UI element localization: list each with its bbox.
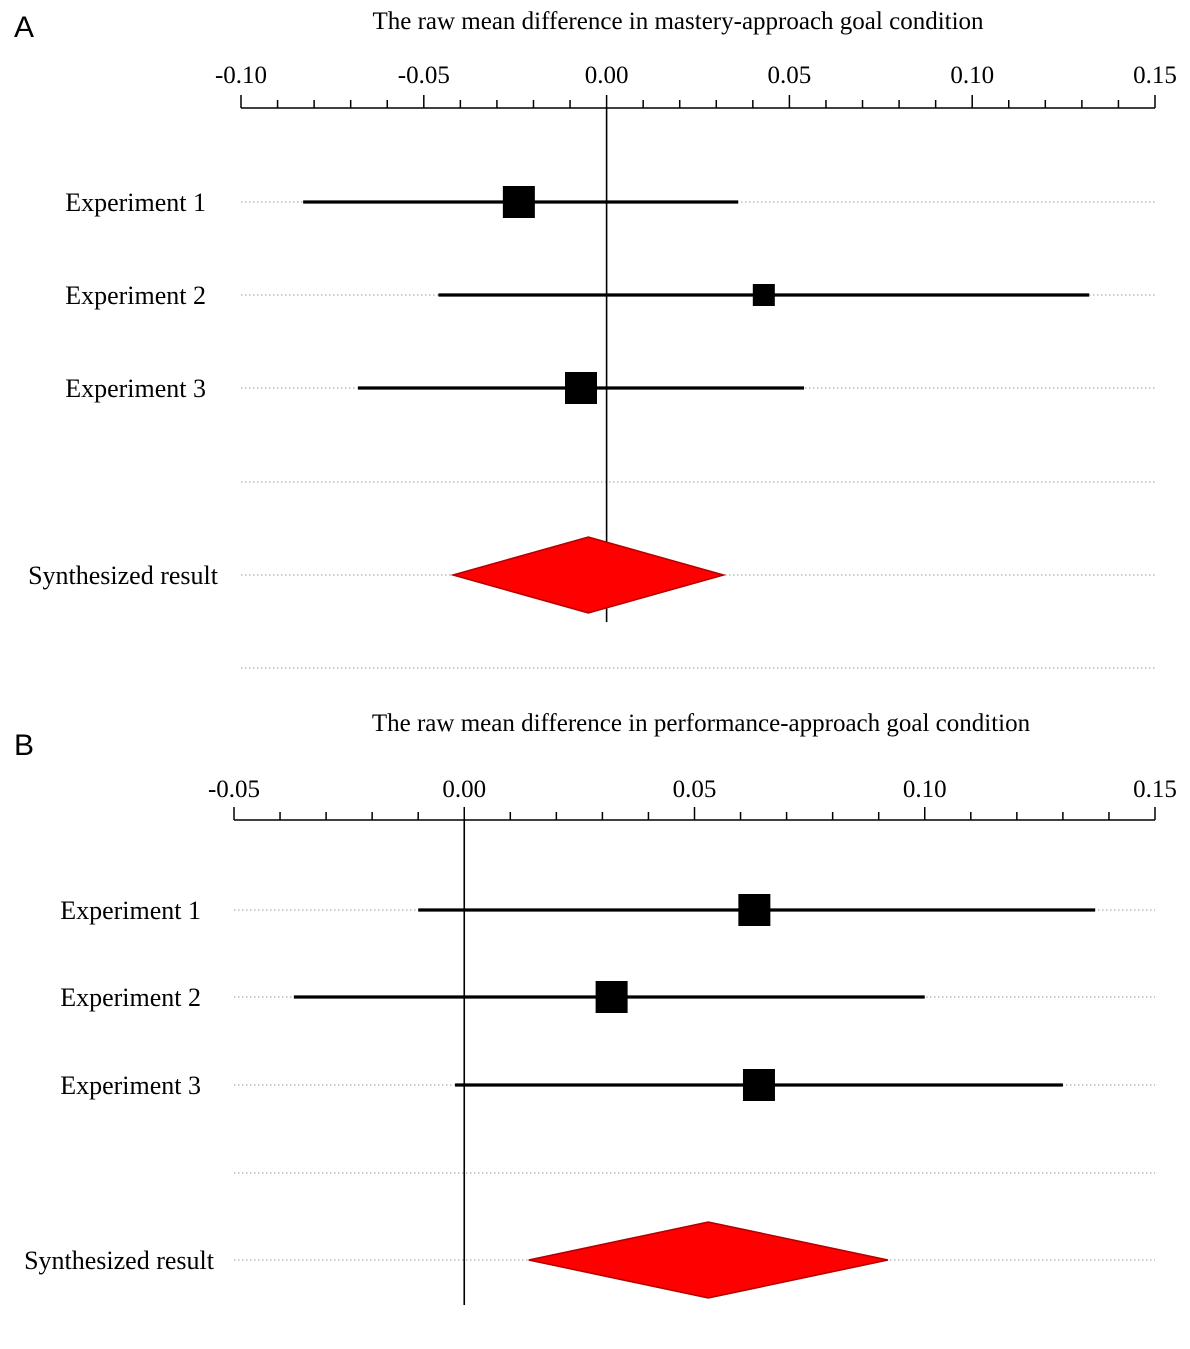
summary-diamond xyxy=(450,536,727,614)
point-estimate-square xyxy=(595,981,628,1013)
point-estimate-square xyxy=(565,372,598,404)
panel-a-label: A xyxy=(14,11,34,44)
study-label: Experiment 1 xyxy=(65,188,206,217)
summary-diamond xyxy=(528,1221,889,1299)
x-tick-label: -0.05 xyxy=(208,776,260,803)
x-tick-label: 0.00 xyxy=(585,62,629,89)
x-tick-label: 0.10 xyxy=(903,776,947,803)
study-label: Experiment 2 xyxy=(60,983,201,1012)
panel-a: A The raw mean difference in mastery-app… xyxy=(14,8,1177,669)
study-label: Experiment 1 xyxy=(60,896,201,925)
summary-label: Synthesized result xyxy=(24,1246,215,1275)
panel-b-title: The raw mean difference in performance-a… xyxy=(372,710,1031,737)
panel-a-plot-area: -0.10 -0.05 0.00 0.05 0.10 0.15 Experiment 1 Ex… xyxy=(28,62,1177,669)
study-label: Experiment 3 xyxy=(60,1071,201,1100)
x-tick-label: 0.15 xyxy=(1133,776,1177,803)
x-tick-label: 0.15 xyxy=(1133,62,1177,89)
point-estimate-square xyxy=(502,186,535,218)
point-estimate-square xyxy=(752,284,775,306)
x-tick-label: 0.00 xyxy=(442,776,486,803)
summary-label: Synthesized result xyxy=(28,561,219,590)
panel-b: B The raw mean difference in performance… xyxy=(14,710,1177,1305)
x-tick-label: 0.10 xyxy=(950,62,994,89)
point-estimate-square xyxy=(742,1069,775,1101)
panel-a-title: The raw mean difference in mastery-appro… xyxy=(372,8,984,35)
x-tick-label: -0.05 xyxy=(398,62,450,89)
x-tick-label: 0.05 xyxy=(768,62,812,89)
panel-b-plot-area: -0.05 0.00 0.05 0.10 0.15 Experiment 1 Experim… xyxy=(24,776,1177,1305)
x-tick-label: -0.10 xyxy=(215,62,267,89)
panel-b-label: B xyxy=(14,729,34,762)
study-label: Experiment 2 xyxy=(65,281,206,310)
point-estimate-square xyxy=(738,894,771,926)
x-tick-label: 0.05 xyxy=(673,776,717,803)
study-label: Experiment 3 xyxy=(65,374,206,403)
